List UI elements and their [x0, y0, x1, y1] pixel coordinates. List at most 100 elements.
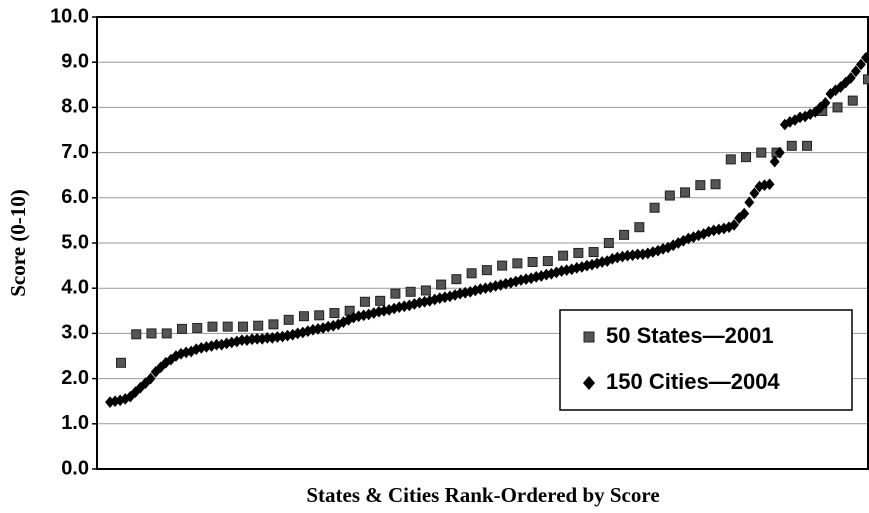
point	[165, 353, 176, 366]
point	[536, 270, 547, 282]
point	[649, 202, 660, 213]
point	[359, 296, 370, 307]
point	[756, 147, 767, 158]
point	[744, 196, 755, 209]
point	[375, 295, 386, 306]
point	[344, 305, 355, 316]
y-tick-label: 2.0	[61, 367, 89, 389]
point	[191, 343, 202, 356]
point	[145, 372, 156, 385]
point	[470, 284, 481, 297]
point	[505, 276, 516, 289]
point	[329, 308, 340, 319]
point	[619, 229, 630, 240]
point	[237, 321, 248, 332]
point	[546, 267, 557, 280]
legend-label: 150 Cities—2004	[606, 369, 780, 394]
point	[634, 222, 645, 233]
point	[434, 292, 445, 304]
point	[664, 190, 675, 201]
point	[588, 247, 599, 258]
point	[734, 212, 745, 224]
y-tick-label: 1.0	[61, 412, 89, 434]
point	[622, 249, 633, 262]
point	[542, 256, 553, 267]
y-tick-label: 8.0	[61, 96, 89, 118]
point	[754, 180, 765, 193]
y-tick-label: 3.0	[61, 322, 89, 344]
point	[521, 273, 532, 286]
point	[764, 178, 775, 191]
point	[637, 248, 648, 261]
x-axis-label: States & Cities Rank-Ordered by Score	[306, 483, 659, 507]
point	[680, 187, 691, 198]
point	[216, 338, 227, 351]
point	[206, 340, 217, 352]
point	[253, 320, 264, 331]
point	[786, 140, 797, 151]
point	[481, 265, 492, 276]
point	[729, 219, 740, 231]
point	[419, 295, 430, 308]
point	[688, 231, 699, 243]
point	[116, 357, 126, 368]
point	[741, 152, 752, 163]
point	[287, 328, 298, 341]
point	[314, 310, 325, 321]
point	[526, 272, 537, 285]
point	[405, 286, 416, 297]
point	[131, 329, 142, 340]
point	[581, 259, 592, 272]
y-tick-label: 0.0	[61, 457, 89, 479]
point	[389, 302, 400, 315]
point	[343, 313, 354, 326]
point	[603, 238, 614, 248]
point	[551, 266, 562, 279]
point	[673, 237, 684, 249]
point	[749, 187, 760, 200]
point	[231, 335, 242, 348]
point	[130, 386, 141, 399]
legend-box	[559, 309, 853, 411]
point	[161, 328, 172, 339]
point	[527, 256, 538, 267]
point	[597, 256, 608, 268]
point	[855, 58, 866, 71]
point	[820, 97, 831, 109]
point	[800, 110, 811, 123]
point	[571, 262, 582, 274]
point	[847, 95, 858, 106]
y-tick-label: 5.0	[61, 231, 89, 253]
point	[222, 321, 233, 332]
point	[135, 381, 146, 394]
point	[725, 154, 736, 165]
legend-swatch	[583, 331, 595, 343]
point	[632, 248, 643, 261]
point	[576, 261, 587, 273]
point	[192, 322, 203, 333]
legend-label: 50 States—2001	[606, 323, 774, 348]
point	[155, 361, 166, 374]
point	[465, 285, 476, 298]
point	[759, 179, 770, 191]
point	[668, 239, 679, 252]
point	[262, 332, 273, 344]
point	[802, 140, 813, 151]
legend-swatch	[583, 376, 595, 390]
point	[558, 250, 569, 261]
point	[708, 224, 719, 237]
point	[338, 316, 349, 328]
point	[497, 260, 508, 271]
point	[861, 51, 869, 64]
point	[196, 342, 207, 354]
point	[390, 288, 401, 299]
point	[779, 118, 790, 131]
point	[466, 268, 477, 279]
y-tick-label: 10.0	[50, 5, 89, 27]
point	[302, 325, 313, 337]
point	[146, 328, 157, 339]
point	[531, 271, 542, 283]
point	[282, 329, 293, 342]
point	[784, 116, 795, 128]
